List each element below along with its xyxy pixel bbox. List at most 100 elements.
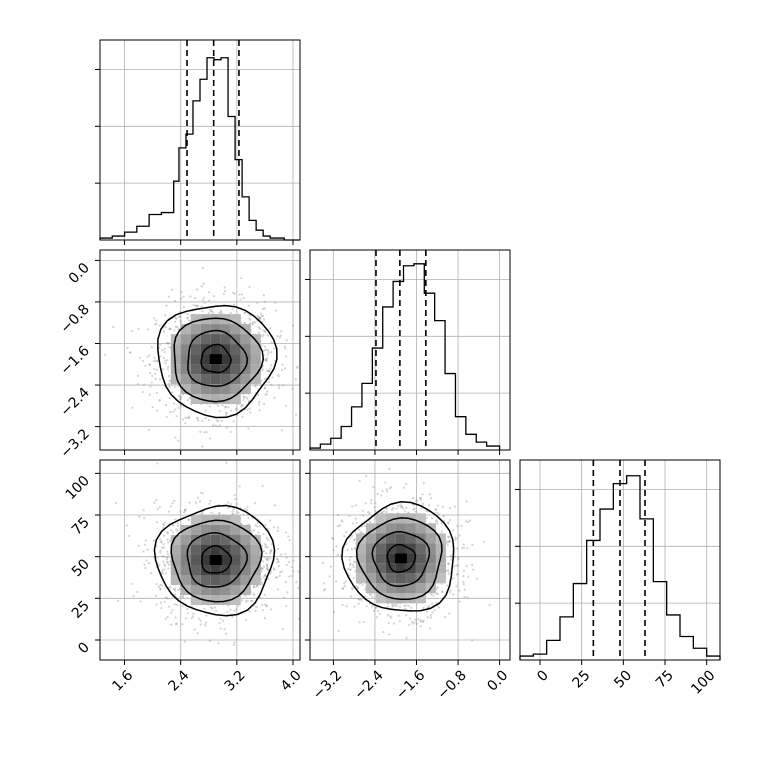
sample-point [341,520,344,523]
sample-point [264,331,267,334]
sample-point [262,560,265,563]
density-cell [200,354,211,365]
sample-point [285,556,288,559]
sample-point [441,590,444,594]
density-cell [365,523,376,534]
sample-point [183,511,186,514]
sample-point [224,406,227,409]
density-cell [425,533,436,544]
sample-point [449,506,452,510]
sample-point [348,574,351,577]
density-cell [210,314,221,325]
sample-point [429,616,432,619]
sample-point [471,543,474,546]
sample-point [332,537,335,540]
sample-point [397,614,400,617]
sample-point [164,404,168,407]
sample-point [169,327,172,330]
sample-point [142,550,145,553]
sample-point [225,411,228,414]
y-tick-label-p1-0: −3.2 [57,426,92,461]
density-cell [230,595,241,605]
density-cell [190,344,201,355]
density-cell [230,384,241,395]
sample-point [257,331,260,334]
sample-point [455,547,459,550]
contour-p0-p1-0 [200,343,232,374]
sample-point [458,534,461,537]
sample-point [284,404,288,407]
sample-point [166,530,169,534]
sample-point [167,374,171,378]
sample-point [260,583,264,586]
sample-point [245,508,249,512]
sample-point [262,318,266,321]
sample-point [335,580,338,583]
sample-point [391,508,394,511]
sample-point [148,363,151,366]
sample-point [169,411,172,414]
sample-point [132,595,135,598]
sample-point [196,288,199,291]
density-cell [200,374,211,385]
sample-point [201,512,204,515]
sample-point [193,297,197,300]
density-cell [180,555,191,565]
density-cell [395,593,406,604]
sample-point [369,592,373,596]
density-cell [240,324,251,335]
sample-point [279,571,282,574]
sample-point [286,591,289,594]
sample-point [263,573,266,577]
sample-point [475,577,478,580]
contour-p0-p1-3 [157,304,278,419]
sample-point [411,497,415,500]
sample-point [195,304,198,307]
sample-point [136,374,140,377]
contour-p1-p2-3 [341,501,455,612]
sample-point [162,524,165,527]
sample-point [284,581,287,584]
sample-point [239,298,242,301]
sample-point [181,623,184,626]
density-cell [375,593,386,604]
density-cell [180,344,191,355]
density-cell [170,575,181,585]
sample-point [145,559,148,562]
sample-point [130,329,133,333]
contour-p0-p2-2 [170,519,263,603]
sample-point [163,555,166,558]
sample-point [252,529,256,532]
sample-point [265,393,268,396]
sample-point [225,414,228,417]
sample-point [261,308,265,311]
sample-point [270,351,273,354]
sample-point [246,397,249,400]
sample-point [462,580,465,584]
density-cell [405,533,416,544]
sample-point [270,542,273,546]
sample-point [248,314,252,317]
sample-point [360,599,363,602]
density-cell [190,374,201,385]
sample-point [211,424,215,427]
sample-point [159,588,162,591]
sample-point [227,506,230,509]
hist-frame-p1 [309,249,511,451]
sample-point [144,364,147,367]
sample-point [262,549,266,553]
density-cell [180,575,191,585]
sample-point [199,623,202,626]
sample-point [264,546,267,549]
sample-point [276,558,279,561]
sample-point [402,486,405,489]
sample-point [149,371,152,375]
sample-point [353,547,356,550]
sample-point [207,291,210,294]
sample-point [157,585,160,588]
sample-point [359,597,362,600]
sample-point [168,328,171,331]
density-cell [200,324,211,335]
sample-point [166,550,169,553]
sample-point [363,524,367,528]
